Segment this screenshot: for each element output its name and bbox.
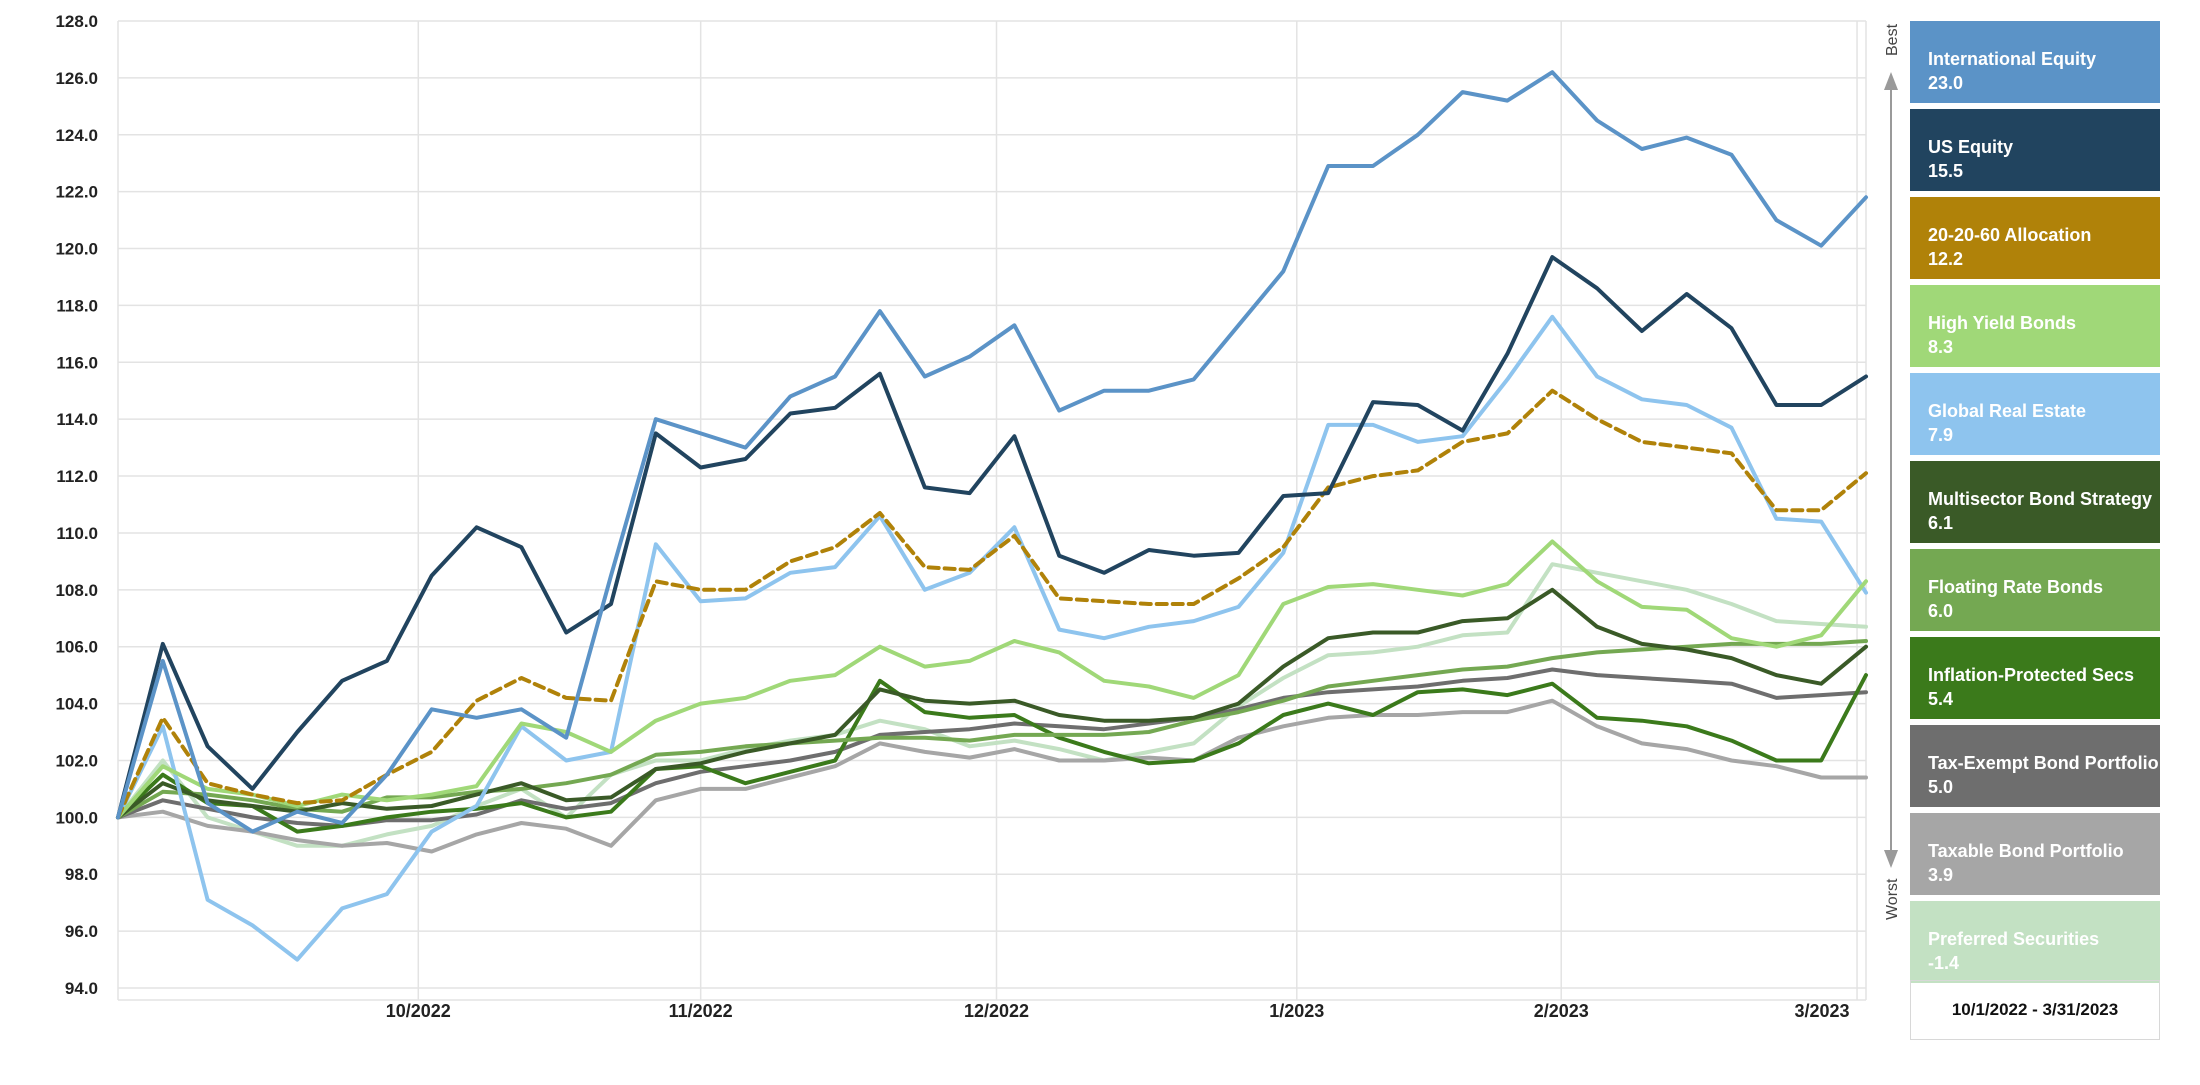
scale-label-worst: Worst — [1884, 878, 1901, 920]
legend-value: 8.3 — [1928, 337, 1954, 357]
legend-label: Multisector Bond Strategy — [1928, 489, 2153, 509]
y-tick-label: 120.0 — [55, 240, 98, 259]
x-axis-ticks: 10/2022 11/2022 12/2022 1/2023 2/2023 3/2023 — [386, 1001, 1850, 1021]
legend-item-20-20-60-allocation: 20-20-60 Allocation 12.2 — [1910, 197, 2160, 279]
legend-label: International Equity — [1928, 49, 2097, 69]
legend-item-us-equity: US Equity 15.5 — [1910, 109, 2160, 191]
y-axis-ticks: 128.0 126.0 124.0 122.0 120.0 118.0 116.0 114.0… — [55, 12, 98, 998]
series-line-taxable-bond-portfolio — [116, 698, 1868, 854]
x-tick-label: 3/2023 — [1794, 1001, 1849, 1021]
legend-value: 15.5 — [1928, 161, 1964, 181]
y-tick-label: 116.0 — [56, 353, 98, 372]
series-line-high-yield-bonds — [116, 539, 1868, 820]
series-line-multisector-bond-strategy — [116, 587, 1868, 820]
gridlines — [117, 20, 1867, 1001]
legend-label: Global Real Estate — [1928, 401, 2087, 421]
series-line-inflation-protected-secs — [116, 673, 1868, 834]
legend-item-taxable-bond-portfolio: Taxable Bond Portfolio 3.9 — [1910, 813, 2160, 895]
legend-label: High Yield Bonds — [1928, 313, 2077, 333]
x-tick-label: 10/2022 — [386, 1001, 451, 1021]
scale-arrow-down-icon — [1884, 850, 1898, 868]
x-tick-label: 1/2023 — [1269, 1001, 1324, 1021]
y-tick-label: 108.0 — [55, 581, 98, 600]
legend-value: 5.0 — [1928, 777, 1954, 797]
series-line-tax-exempt-bond-portfolio — [116, 667, 1868, 828]
x-tick-label: 2/2023 — [1534, 1001, 1589, 1021]
y-tick-label: 106.0 — [55, 638, 98, 657]
series-line-international-equity — [116, 70, 1868, 834]
y-tick-label: 102.0 — [55, 751, 98, 770]
legend-value: 3.9 — [1928, 865, 1954, 885]
legend-item-global-real-estate: Global Real Estate 7.9 — [1910, 373, 2160, 455]
y-tick-label: 100.0 — [55, 808, 98, 827]
scale-label-best: Best — [1884, 23, 1901, 56]
y-tick-label: 114.0 — [56, 410, 98, 429]
scale-arrow-up-icon — [1884, 72, 1898, 90]
legend-value: 7.9 — [1928, 425, 1954, 445]
y-tick-label: 94.0 — [65, 979, 98, 998]
series-line-preferred-securities — [116, 562, 1868, 848]
y-tick-label: 98.0 — [65, 865, 98, 884]
legend-item-inflation-protected-secs: Inflation-Protected Secs 5.4 — [1910, 637, 2160, 719]
y-tick-label: 122.0 — [55, 183, 98, 202]
legend-label: Preferred Securities — [1928, 929, 2100, 949]
legend-item-multisector-bond-strategy: Multisector Bond Strategy 6.1 — [1910, 461, 2160, 543]
y-tick-label: 112.0 — [56, 467, 98, 486]
legend-value: -1.4 — [1928, 953, 1960, 973]
y-tick-label: 124.0 — [55, 126, 98, 145]
legend-item-tax-exempt-bond-portfolio: Tax-Exempt Bond Portfolio 5.0 — [1910, 725, 2160, 807]
x-tick-label: 12/2022 — [964, 1001, 1029, 1021]
legend-value: 23.0 — [1928, 73, 1964, 93]
best-worst-scale: Best Worst — [1884, 23, 1901, 920]
series-line-global-real-estate — [116, 314, 1868, 962]
y-tick-label: 128.0 — [55, 12, 98, 31]
series-lines — [116, 70, 1868, 962]
date-range-label: 10/1/2022 - 3/31/2023 — [1910, 980, 2160, 1040]
y-tick-label: 96.0 — [65, 922, 98, 941]
legend-value: 12.2 — [1928, 249, 1964, 269]
y-tick-label: 104.0 — [55, 695, 98, 714]
legend-label: US Equity — [1928, 137, 2014, 157]
legend-value: 5.4 — [1928, 689, 1954, 709]
series-line-us-equity — [116, 255, 1868, 820]
legend-value: 6.0 — [1928, 601, 1954, 621]
legend: International Equity 23.0 US Equity 15.5 20-… — [1910, 21, 2160, 989]
legend-item-international-equity: International Equity 23.0 — [1910, 21, 2160, 103]
series-line-20-20-60-allocation — [116, 388, 1868, 820]
legend-label: Inflation-Protected Secs — [1928, 665, 2135, 685]
y-tick-label: 110.0 — [56, 524, 98, 543]
y-tick-label: 126.0 — [55, 69, 98, 88]
legend-item-floating-rate-bonds: Floating Rate Bonds 6.0 — [1910, 549, 2160, 631]
legend-label: Floating Rate Bonds — [1928, 577, 2103, 597]
legend-label: Taxable Bond Portfolio — [1928, 841, 2124, 861]
legend-label: Tax-Exempt Bond Portfolio — [1928, 753, 2159, 773]
legend-label: 20-20-60 Allocation — [1928, 225, 2092, 245]
legend-item-high-yield-bonds: High Yield Bonds 8.3 — [1910, 285, 2160, 367]
legend-item-preferred-securities: Preferred Securities -1.4 — [1910, 901, 2160, 983]
y-tick-label: 118.0 — [56, 296, 98, 315]
x-tick-label: 11/2022 — [669, 1001, 733, 1021]
legend-value: 6.1 — [1928, 513, 1954, 533]
